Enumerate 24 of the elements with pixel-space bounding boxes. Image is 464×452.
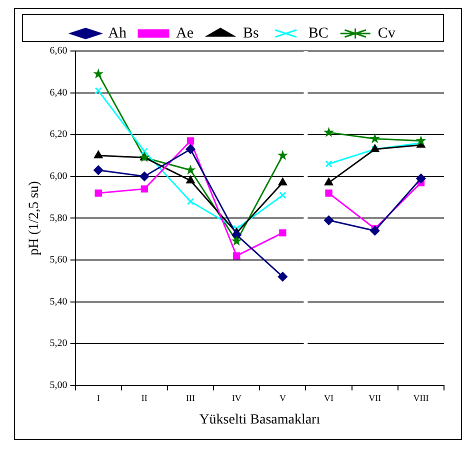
y-tick-label: 5,60 [50, 254, 68, 266]
x-axis-title: Yükselti Basamakları [199, 412, 320, 428]
y-tick-label: 6,60 [50, 46, 68, 57]
y-tick-label: 5,00 [50, 380, 68, 392]
x-tick-label: III [186, 393, 196, 404]
legend-label: Cv [378, 25, 396, 42]
y-tick-label: 5,80 [50, 212, 68, 224]
x-tick-label: VIII [413, 393, 429, 404]
x-tick-label: VI [324, 393, 334, 404]
x-tick-label: II [141, 393, 148, 404]
x-tick-label: V [279, 393, 286, 404]
y-tick-label: 6,00 [50, 171, 68, 182]
x-tick-label: I [96, 393, 100, 404]
y-tick-label: 6,20 [50, 129, 68, 140]
y-tick-label: 5,20 [50, 338, 68, 350]
legend-label: BC [308, 25, 328, 42]
legend-label: Bs [242, 25, 259, 42]
legend-label: Ah [108, 25, 127, 42]
legend-label: Ae [176, 25, 194, 42]
x-tick-label: VII [368, 393, 382, 404]
y-axis-title: pH (1/2,5 su) [27, 180, 42, 256]
x-tick-label: IV [232, 393, 242, 404]
y-tick-label: 6,40 [50, 87, 68, 98]
y-tick-label: 5,40 [50, 296, 68, 308]
